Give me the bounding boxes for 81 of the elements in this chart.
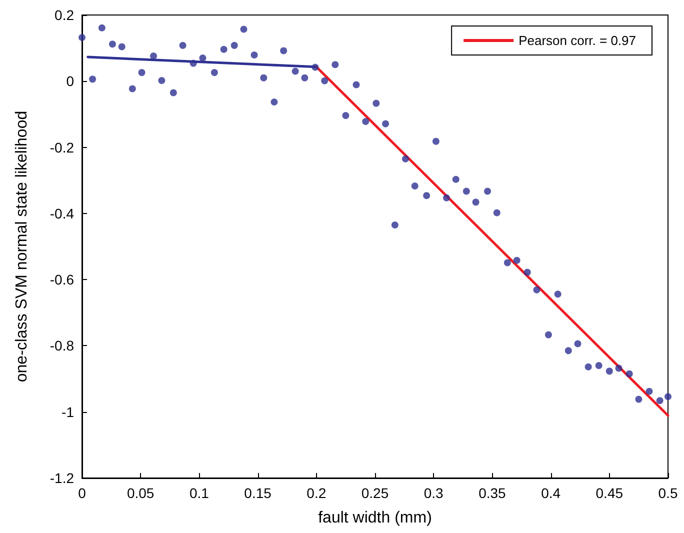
point (362, 118, 370, 125)
point (150, 52, 157, 60)
x-tick-label: 0.1 (189, 485, 210, 501)
point (554, 290, 562, 298)
point (664, 393, 672, 400)
point (493, 209, 500, 216)
point (472, 198, 480, 206)
point (513, 256, 520, 264)
point (332, 61, 339, 68)
point (391, 222, 398, 228)
point (190, 60, 197, 67)
point (128, 85, 136, 92)
point (352, 81, 360, 88)
point (574, 340, 582, 348)
point (108, 40, 116, 48)
point (210, 69, 218, 76)
x-tick-label: 0.35 (478, 485, 506, 501)
point (626, 370, 633, 378)
point (260, 74, 268, 82)
x-tick-label: 0.05 (126, 485, 154, 501)
point (615, 364, 622, 372)
point (533, 286, 540, 294)
point (382, 120, 390, 128)
y-tick-label: -0.4 (50, 205, 74, 222)
point (321, 77, 328, 84)
point (544, 331, 552, 338)
point (250, 52, 258, 59)
x-tick-label: 0.2 (306, 485, 326, 501)
point (179, 42, 186, 49)
point (411, 182, 418, 190)
point (402, 155, 409, 162)
point (240, 26, 248, 33)
point (564, 347, 572, 354)
point (606, 368, 613, 375)
point (280, 47, 288, 54)
point (301, 74, 308, 82)
x-tick-label: 0.5 (658, 485, 678, 501)
point (656, 397, 664, 404)
point (312, 64, 319, 71)
x-axis-title: fault width (mm) (318, 510, 432, 526)
point (170, 89, 177, 96)
point (635, 396, 642, 403)
y-axis-title: one-class SVM normal state likelihood (14, 110, 30, 382)
point (646, 388, 653, 395)
point (220, 46, 228, 53)
point (342, 112, 350, 120)
point (138, 69, 146, 76)
point (78, 34, 86, 41)
point (452, 176, 460, 183)
y-tick-label: -0.8 (50, 338, 74, 354)
y-tick-label: -0.2 (50, 139, 74, 156)
x-tick-label: 0.45 (596, 485, 624, 501)
legend-label: Pearson corr. = 0.97 (518, 33, 636, 48)
y-tick-label: -1.2 (50, 470, 74, 486)
y-tick-label: 0.2 (54, 7, 74, 23)
point (584, 363, 592, 370)
point (158, 76, 166, 84)
point (595, 362, 602, 370)
point (372, 100, 380, 107)
point (98, 24, 106, 32)
point (432, 138, 440, 145)
point (423, 192, 430, 200)
y-tick-label: 0 (66, 73, 74, 90)
point (89, 76, 96, 83)
point (292, 68, 299, 75)
x-tick-label: 0.4 (541, 485, 561, 501)
x-tick-label: 0.3 (424, 485, 444, 501)
point (504, 259, 511, 266)
y-tick-label: -1 (62, 404, 74, 420)
point (443, 194, 450, 202)
x-tick-label: 0 (78, 485, 86, 501)
x-tick-label: 0.15 (244, 485, 272, 501)
point (230, 42, 238, 49)
x-tick-label: 0.25 (361, 485, 389, 501)
point (118, 43, 126, 50)
point (484, 188, 492, 195)
point (524, 268, 531, 276)
point (462, 188, 470, 195)
point (270, 98, 278, 106)
point (199, 54, 206, 62)
y-tick-label: -0.6 (50, 272, 74, 288)
